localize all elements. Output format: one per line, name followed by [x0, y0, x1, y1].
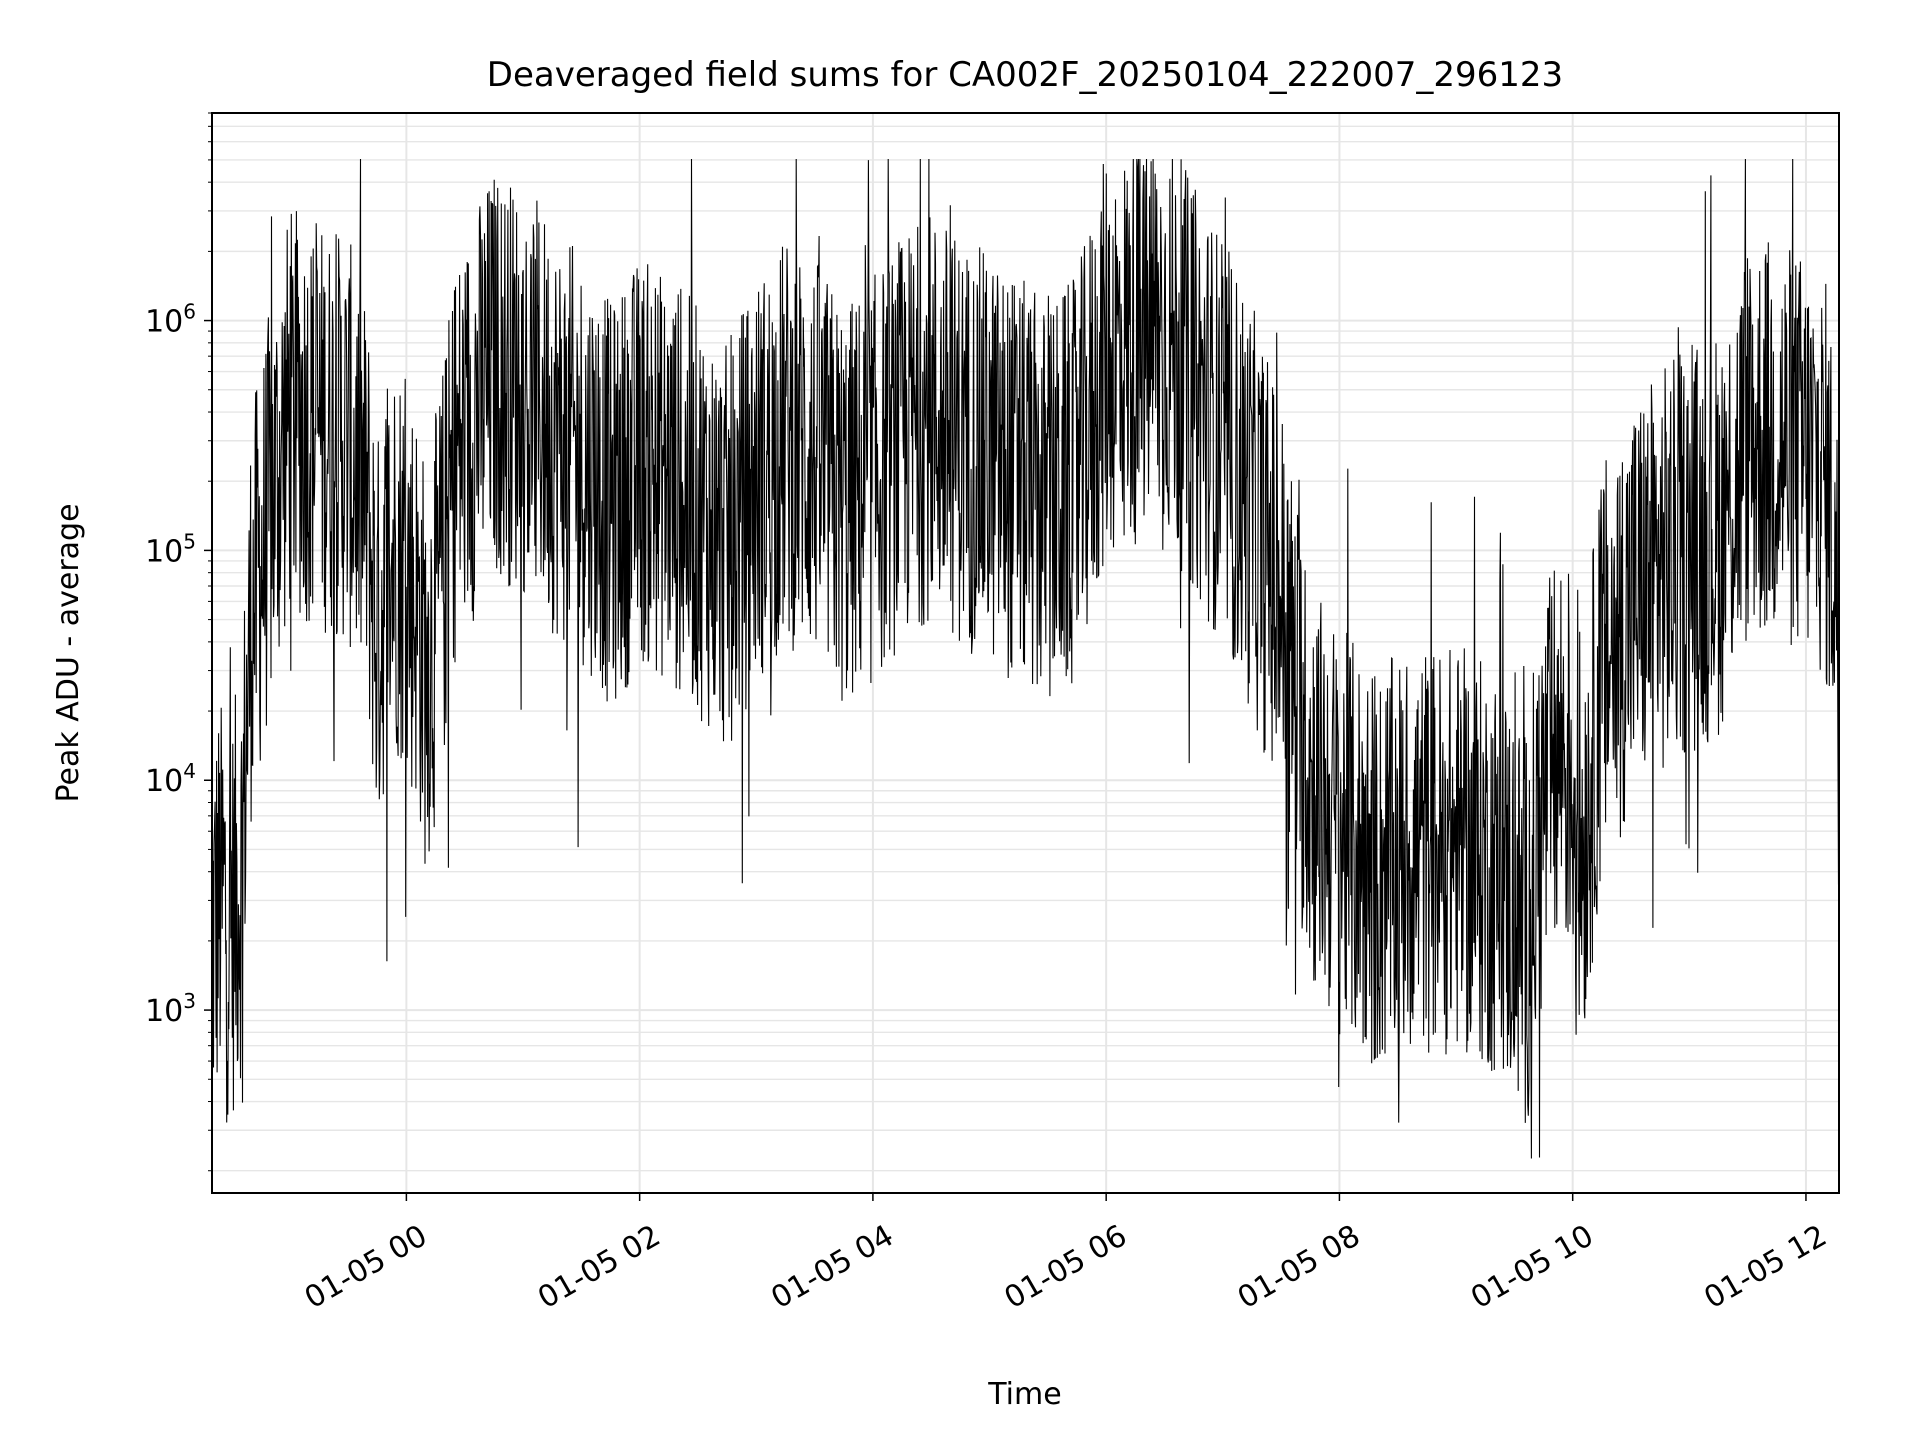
plot-frame: [211, 112, 1840, 1194]
chart-title: Deaveraged field sums for CA002F_2025010…: [487, 55, 1563, 95]
y-tick-label: 106: [145, 300, 196, 340]
y-axis-label: Peak ADU - average: [51, 503, 86, 802]
y-axis-ticks: 103 104 105 106: [145, 112, 212, 1172]
y-tick-label: 104: [145, 759, 196, 799]
y-tick-label: 105: [145, 529, 196, 569]
data-series-line: [211, 158, 1840, 1159]
x-axis-label: Time: [987, 1377, 1061, 1412]
y-tick-label: 103: [145, 989, 196, 1029]
